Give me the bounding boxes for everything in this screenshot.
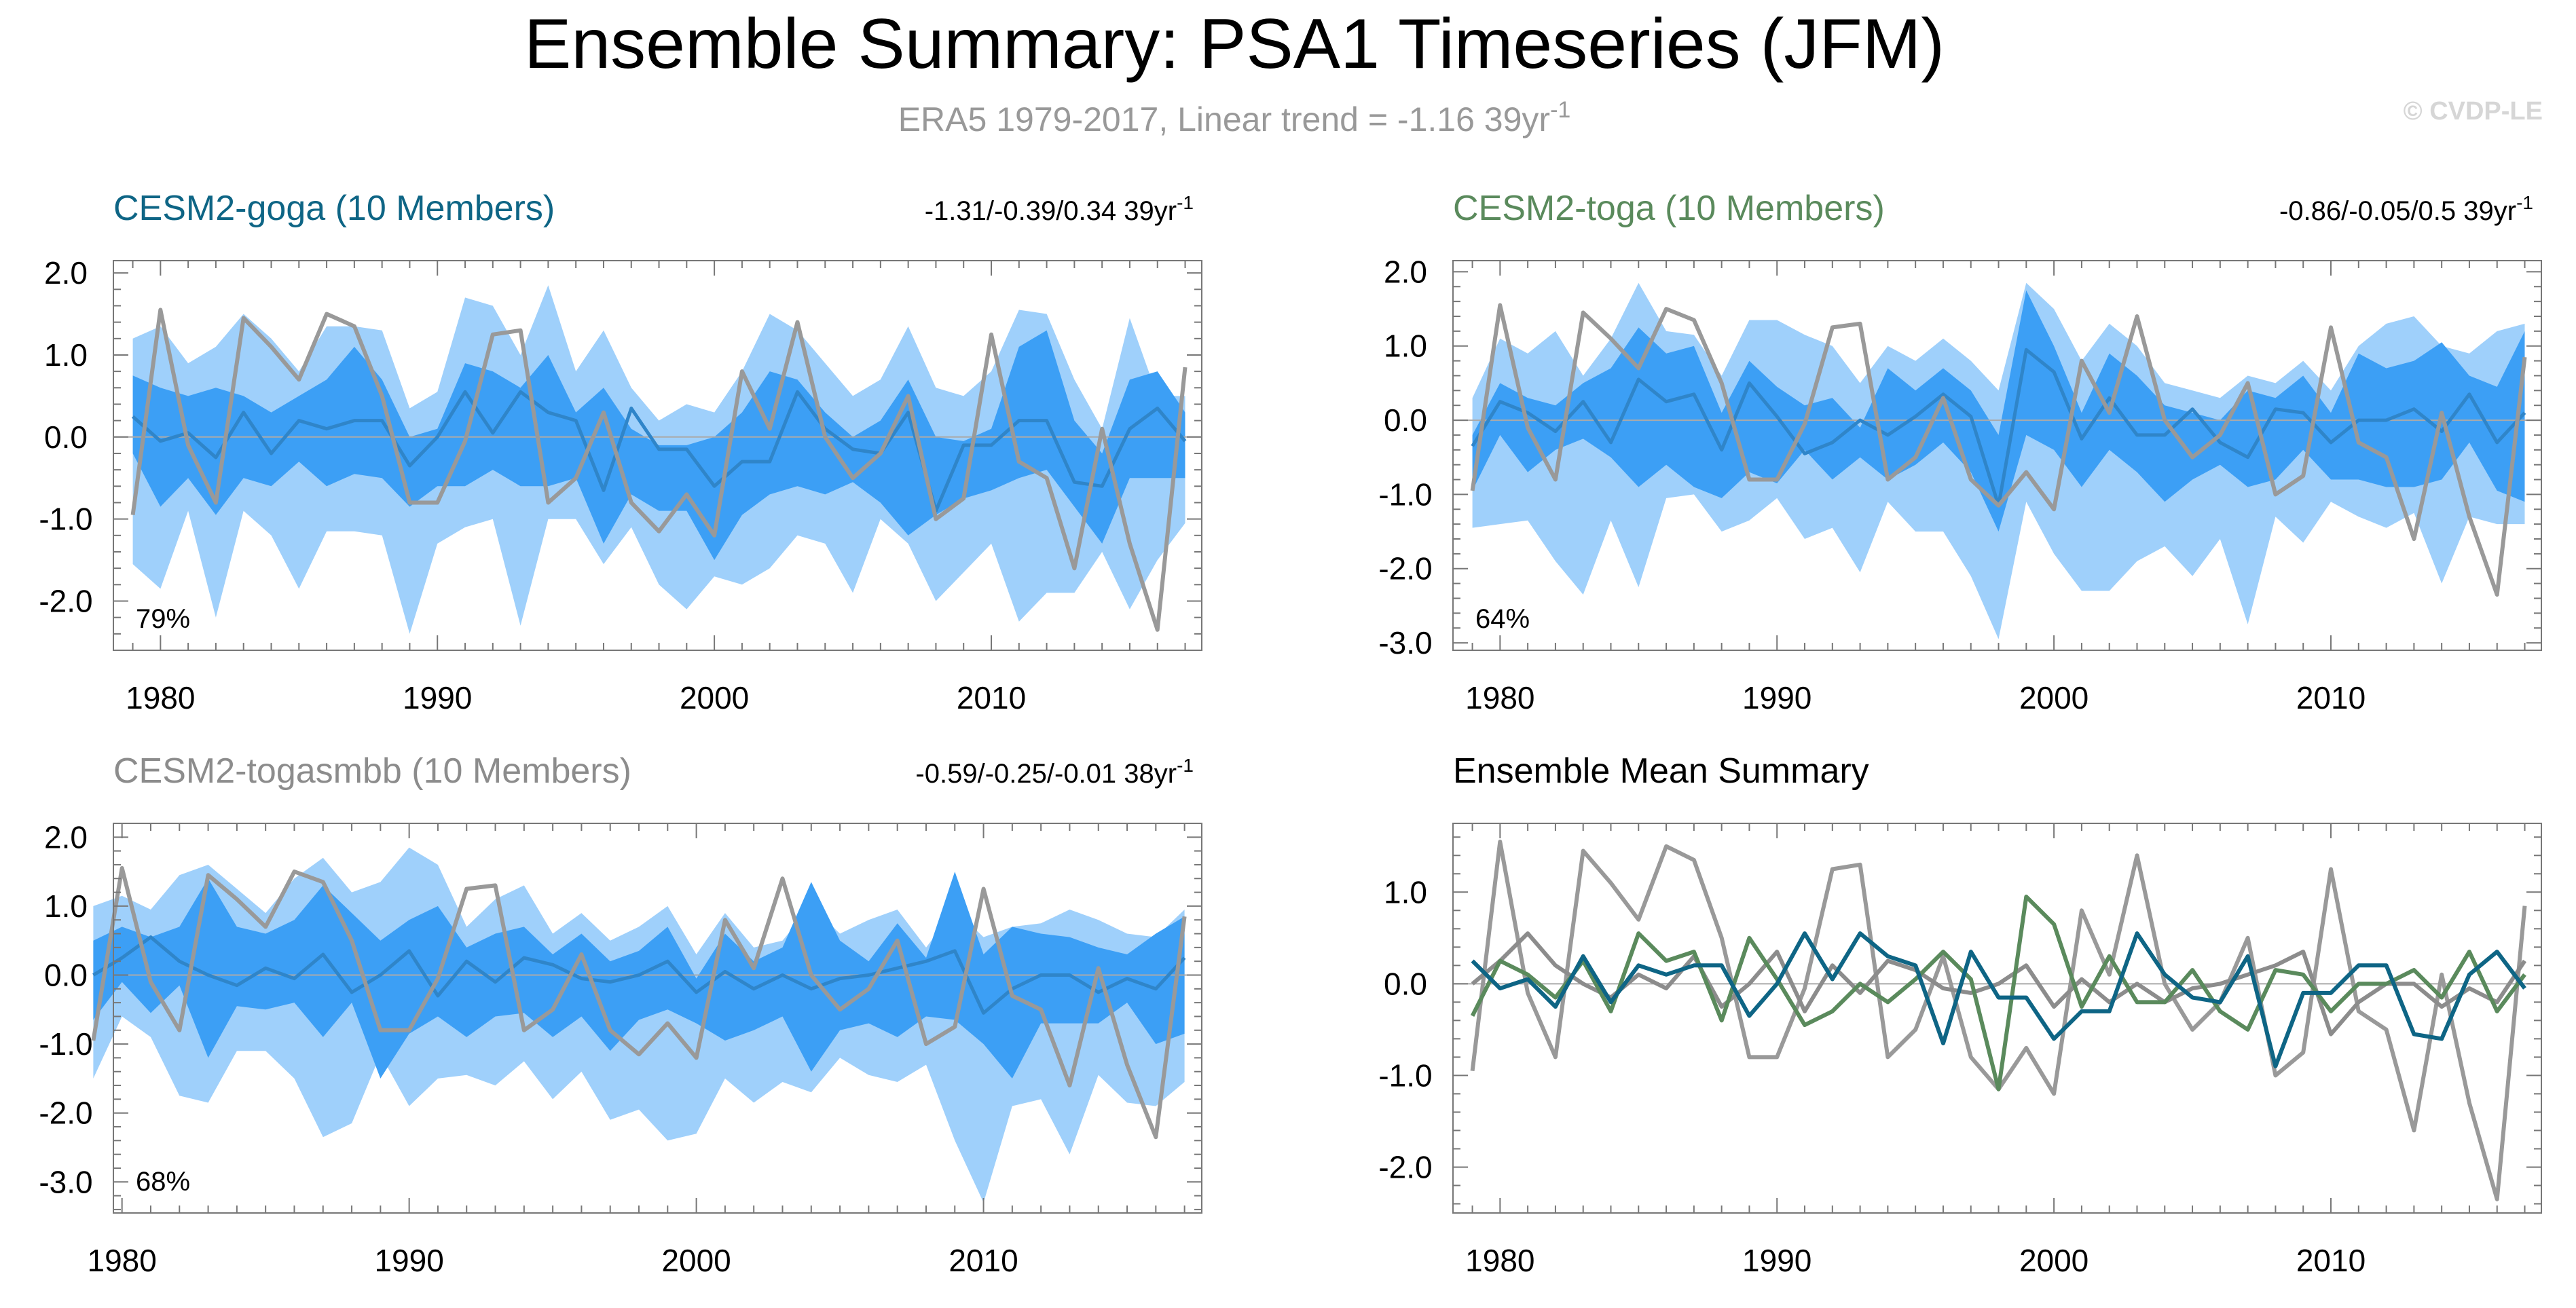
- y-tick-label: 1.0: [44, 889, 88, 924]
- y-tick-label: -1.0: [39, 502, 92, 537]
- x-tick-label: 2010: [2296, 1243, 2366, 1278]
- series-line-cesm2-togasmbb: [1471, 931, 2526, 1036]
- panel-ensemble-mean-summary: 1980 1990 2000 2010 1.0 0.0 -1.0 -2.0 Ensemble M…: [1378, 751, 2542, 1278]
- trend-superscript: -1: [1177, 755, 1194, 776]
- y-tick-label: 2.0: [44, 255, 88, 291]
- trend-label: -0.86/-0.05/0.5 39yr-1: [2279, 192, 2533, 226]
- y-tick-label: 0.0: [1384, 966, 1427, 1001]
- y-tick-label: 0.0: [1384, 403, 1427, 438]
- ensemble-mean-line: [92, 935, 1186, 1015]
- subtitle-main: ERA5 1979-2017, Linear trend = -1.16 39y…: [898, 100, 1550, 138]
- y-tick-label: -3.0: [39, 1164, 92, 1199]
- x-tick-label: 1990: [1742, 680, 1811, 715]
- panel-title: CESM2-goga (10 Members): [113, 189, 555, 228]
- y-tick-label: -2.0: [1378, 1149, 1432, 1184]
- era5-observed-line: [1470, 303, 2527, 597]
- inner-spread-band: [1472, 290, 2525, 532]
- y-tick-label: -1.0: [1378, 1058, 1432, 1093]
- x-tick-label: 1990: [1742, 1243, 1811, 1278]
- plot-frame: [113, 823, 1202, 1214]
- trend-value: -1.31/-0.39/0.34 39yr: [925, 196, 1177, 226]
- plot-frame: [113, 260, 1202, 651]
- credit-label: © CVDP-LE: [2404, 97, 2543, 126]
- panel-goga: 1980 1990 2000 2010 2.0 1.0 0.0 -1.0 -2.0 CESM2-g…: [39, 189, 1202, 715]
- inner-spread-band: [132, 330, 1185, 561]
- x-tick-label: 1980: [1465, 1243, 1534, 1278]
- x-tick-label: 2000: [661, 1243, 731, 1278]
- y-tick-label: 1.0: [44, 337, 88, 373]
- panel-togasmbb: 1980 1990 2000 2010 2.0 1.0 0.0 -1.0 -2.0 -3.0 CES…: [39, 751, 1202, 1278]
- trend-label: -1.31/-0.39/0.34 39yr-1: [925, 192, 1194, 226]
- trend-superscript: -1: [2516, 192, 2533, 213]
- figure-subtitle: ERA5 1979-2017, Linear trend = -1.16 39y…: [898, 97, 1571, 138]
- x-tick-label: 1980: [126, 680, 195, 715]
- x-tick-label: 2000: [2019, 1243, 2089, 1278]
- series-line-cesm2-goga: [1471, 931, 2526, 1068]
- y-tick-label: -3.0: [1378, 625, 1432, 660]
- x-tick-label: 2010: [2296, 680, 2366, 715]
- x-tick-label: 2000: [2019, 680, 2089, 715]
- percent-label: 68%: [136, 1167, 190, 1197]
- trend-superscript: -1: [1177, 192, 1194, 213]
- x-tick-label: 2010: [957, 680, 1026, 715]
- x-tick-label: 1990: [403, 680, 472, 715]
- panel-toga: 1980 1990 2000 2010 2.0 1.0 0.0 -1.0 -2.0 -3.0 CES…: [1378, 189, 2542, 715]
- y-tick-label: 2.0: [1384, 254, 1427, 289]
- x-tick-label: 1990: [374, 1243, 443, 1278]
- y-tick-label: 2.0: [44, 819, 88, 855]
- y-tick-label: -1.0: [39, 1026, 92, 1062]
- trend-value: -0.86/-0.05/0.5 39yr: [2279, 196, 2516, 226]
- percent-label: 64%: [1475, 604, 1530, 634]
- panel-title: Ensemble Mean Summary: [1453, 751, 1869, 791]
- era5-observed-line: [130, 307, 1188, 632]
- plot-frame: [1452, 823, 2542, 1214]
- y-tick-label: 1.0: [1384, 329, 1427, 364]
- subtitle-superscript: -1: [1550, 97, 1570, 123]
- trend-value: -0.59/-0.25/-0.01 38yr: [915, 759, 1177, 789]
- y-tick-label: 0.0: [44, 958, 88, 993]
- y-tick-label: -2.0: [39, 583, 92, 618]
- y-tick-label: -2.0: [1378, 551, 1432, 586]
- percent-label: 79%: [136, 604, 190, 634]
- x-tick-label: 2000: [680, 680, 749, 715]
- y-tick-label: -1.0: [1378, 477, 1432, 512]
- x-tick-label: 1980: [88, 1243, 157, 1278]
- series-line-era5: [1470, 840, 2527, 1201]
- panel-title: CESM2-togasmbb (10 Members): [113, 751, 631, 791]
- panel-title: CESM2-toga (10 Members): [1453, 189, 1885, 228]
- trend-label: -0.59/-0.25/-0.01 38yr-1: [915, 755, 1194, 789]
- x-tick-label: 2010: [949, 1243, 1018, 1278]
- era5-observed-line: [91, 866, 1187, 1140]
- y-tick-label: 0.0: [44, 419, 88, 455]
- series-line-cesm2-toga: [1470, 895, 2526, 1091]
- figure-title: Ensemble Summary: PSA1 Timeseries (JFM): [524, 5, 1945, 83]
- y-tick-label: 1.0: [1384, 874, 1427, 910]
- y-tick-label: -2.0: [39, 1096, 92, 1131]
- plot-frame: [1452, 260, 2542, 651]
- x-tick-label: 1980: [1465, 680, 1534, 715]
